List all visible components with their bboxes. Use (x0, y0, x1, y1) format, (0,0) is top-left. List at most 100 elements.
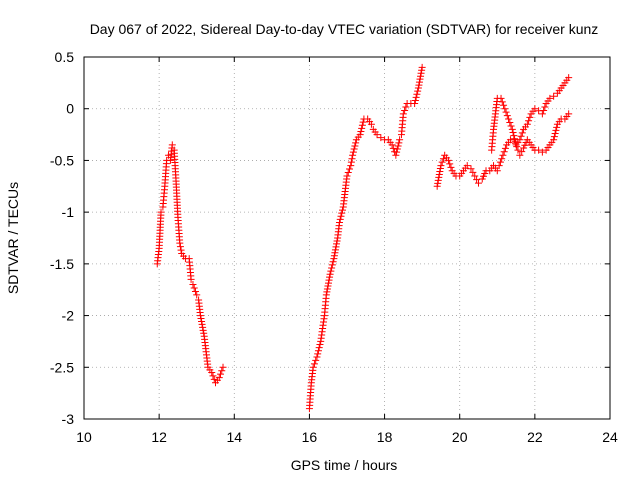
data-point-marker (505, 115, 513, 123)
data-point-marker (393, 145, 401, 153)
data-point-marker (518, 148, 526, 156)
data-point-marker (176, 239, 184, 247)
data-point-marker (414, 87, 422, 95)
data-point-marker (176, 243, 184, 251)
data-point-marker (189, 281, 197, 289)
data-point-marker (437, 162, 445, 170)
data-point-marker (328, 261, 336, 269)
data-point-marker (535, 146, 543, 154)
data-point-marker (330, 252, 338, 260)
data-point-marker (377, 134, 385, 142)
data-point-marker (523, 120, 531, 128)
data-point-marker (344, 168, 352, 176)
data-point-marker (434, 176, 442, 184)
data-points (153, 63, 573, 413)
data-point-marker (526, 113, 534, 121)
data-point-marker (502, 108, 510, 116)
data-point-marker (500, 148, 508, 156)
data-point-marker (501, 105, 509, 113)
data-point-marker (463, 162, 471, 170)
data-point-marker (402, 103, 410, 111)
x-tick-label: 22 (527, 429, 543, 445)
data-point-marker (436, 165, 444, 173)
data-point-marker (565, 110, 573, 118)
data-point-marker (356, 131, 364, 139)
y-tick-label: -0.5 (50, 152, 74, 168)
data-point-marker (447, 163, 455, 171)
data-point-marker (210, 375, 218, 383)
data-point-marker (190, 284, 198, 292)
data-point-marker (416, 75, 424, 83)
data-point-marker (367, 120, 375, 128)
data-point-marker (525, 117, 533, 125)
data-point-marker (393, 148, 401, 156)
data-point-marker (329, 258, 337, 266)
data-point-marker (335, 218, 343, 226)
chart-title: Day 067 of 2022, Sidereal Day-to-day VTE… (90, 21, 599, 37)
axis-ticks: 10 12 14 16 18 20 22 24 0.5 0 -0.5 -1 -1.5 -2 -2.5 -3 (50, 49, 618, 445)
data-point-marker (541, 103, 549, 111)
x-tick-label: 24 (602, 429, 618, 445)
data-point-marker (417, 72, 425, 80)
data-point-marker (414, 84, 422, 92)
data-point-marker (337, 212, 345, 220)
data-point-marker (338, 209, 346, 217)
data-point-marker (498, 98, 506, 106)
data-point-marker (359, 118, 367, 126)
data-point-marker (396, 136, 404, 144)
data-point-marker (327, 267, 335, 275)
data-point-marker (309, 363, 317, 371)
data-point-marker (446, 160, 454, 168)
data-point-marker (411, 100, 419, 108)
y-tick-label: -3 (62, 411, 75, 427)
data-point-marker (348, 155, 356, 163)
y-tick-label: -2.5 (50, 359, 74, 375)
data-point-marker (413, 90, 421, 98)
data-point-marker (209, 372, 217, 380)
data-point-marker (500, 101, 508, 109)
data-point-marker (507, 122, 515, 130)
data-point-marker (331, 249, 339, 257)
x-tick-label: 18 (377, 429, 393, 445)
data-point-marker (358, 124, 366, 132)
data-point-marker (499, 151, 507, 159)
data-point-marker (389, 144, 397, 152)
data-point-marker (217, 370, 225, 378)
y-tick-label: -1.5 (50, 256, 74, 272)
data-point-marker (439, 155, 447, 163)
data-point-marker (314, 347, 322, 355)
data-point-marker (395, 139, 403, 147)
data-point-marker (333, 240, 341, 248)
data-point-marker (373, 131, 381, 139)
data-point-marker (511, 135, 519, 143)
data-point-marker (517, 132, 525, 140)
x-tick-label: 20 (452, 429, 468, 445)
data-point-marker (399, 110, 407, 118)
data-point-marker (197, 315, 205, 323)
data-point-marker (565, 74, 573, 82)
data-point-marker (514, 146, 522, 154)
data-point-marker (331, 246, 339, 254)
data-point-marker (475, 179, 482, 187)
data-point-marker (436, 168, 444, 176)
data-point-marker (401, 106, 409, 114)
data-point-marker (219, 363, 227, 371)
data-point-marker (330, 255, 338, 263)
data-point-marker (198, 317, 206, 325)
data-point-marker (314, 350, 322, 358)
data-point-marker (513, 143, 521, 151)
data-point-marker (328, 264, 336, 272)
data-point-marker (199, 326, 207, 334)
data-point-marker (343, 172, 351, 180)
data-point-marker (510, 132, 518, 140)
data-point-marker (349, 148, 357, 156)
data-point-marker (552, 126, 560, 134)
data-point-marker (357, 127, 365, 135)
data-point-marker (177, 246, 185, 254)
data-point-marker (315, 344, 323, 352)
data-point-marker (313, 353, 321, 361)
data-point-marker (349, 151, 357, 159)
data-point-marker (435, 173, 443, 181)
data-point-marker (218, 367, 226, 375)
